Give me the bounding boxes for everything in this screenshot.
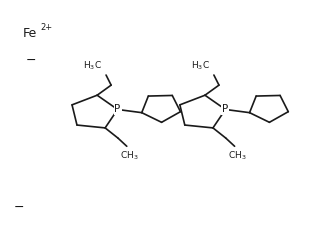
Text: Fe: Fe [23,27,37,40]
Text: CH$_3$: CH$_3$ [228,150,246,162]
Text: −: − [26,54,36,67]
Text: 2+: 2+ [41,23,53,32]
Text: −: − [14,201,24,214]
Text: H$_3$C: H$_3$C [83,59,102,72]
Text: P: P [115,104,121,115]
Text: H$_3$C: H$_3$C [191,59,210,72]
Text: CH$_3$: CH$_3$ [120,150,139,162]
Text: P: P [222,104,229,115]
